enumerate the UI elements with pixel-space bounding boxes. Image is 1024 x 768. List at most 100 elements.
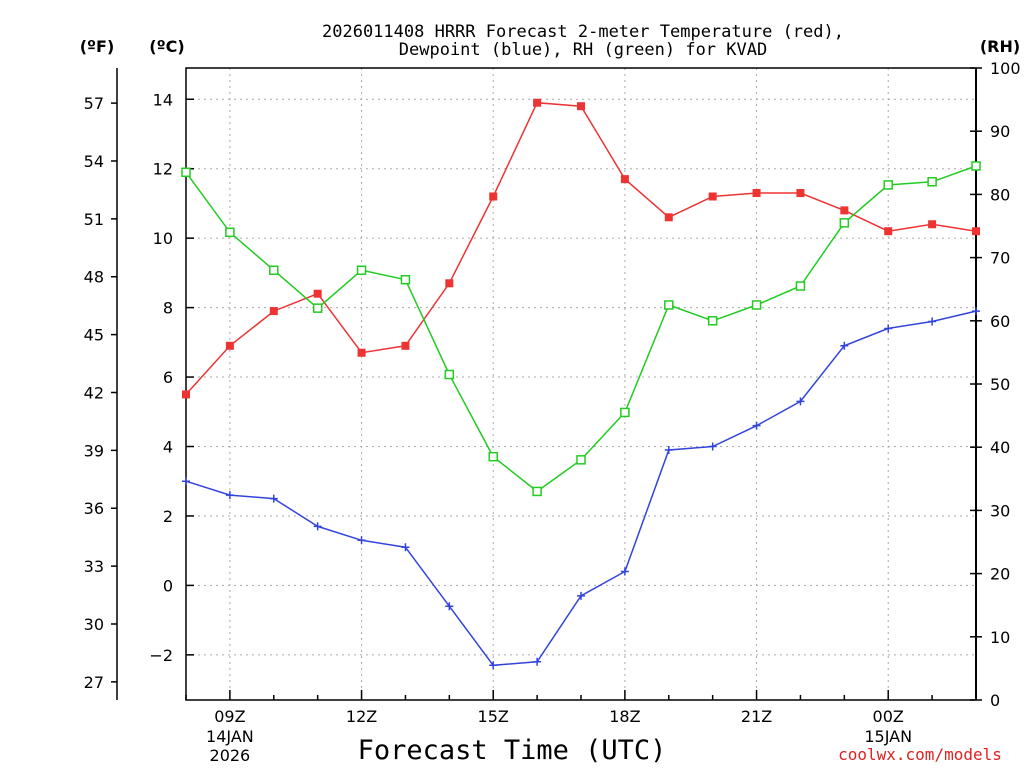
- rh-point: [927, 177, 937, 187]
- fahrenheit-tick-label: 27: [84, 673, 104, 692]
- temperature-point: [796, 189, 805, 198]
- temperature-point: [313, 289, 322, 298]
- dewpoint-point: [401, 543, 410, 552]
- x-tick-label: 21Z: [741, 707, 772, 726]
- rh-point: [751, 300, 762, 310]
- rh-point: [444, 369, 455, 380]
- dewpoint-point: [664, 445, 673, 454]
- celsius-tick-label: 0: [163, 576, 173, 595]
- rh-tick-label: 0: [990, 691, 1000, 710]
- temperature-point: [752, 189, 761, 198]
- celsius-tick-label: 4: [163, 438, 173, 457]
- dewpoint-point: [357, 536, 366, 545]
- rh-line: [185, 165, 977, 493]
- dewpoint-point: [313, 522, 322, 531]
- x-axis-title: Forecast Time (UTC): [358, 735, 667, 766]
- rh-point: [269, 265, 279, 275]
- x-tick-label: 12Z: [346, 707, 377, 726]
- rh-axis-label: (RH): [980, 37, 1020, 56]
- temperature-point: [664, 213, 673, 222]
- rh-point: [400, 274, 411, 285]
- rh-point: [664, 300, 674, 310]
- fahrenheit-tick-label: 51: [84, 210, 104, 229]
- rh-tick-label: 90: [990, 122, 1010, 141]
- fahrenheit-axis-label: (ºF): [80, 37, 115, 56]
- celsius-tick-label: 14: [153, 90, 173, 109]
- dewpoint-point: [708, 442, 717, 451]
- temperature-point: [533, 98, 542, 107]
- grid-lines: [186, 68, 976, 700]
- celsius-tick-label: −2: [149, 646, 173, 665]
- celsius-tick-label: 2: [163, 507, 173, 526]
- dewpoint-point: [620, 567, 629, 576]
- dewpoint-point: [884, 324, 893, 333]
- temperature-point: [445, 279, 454, 288]
- chart-title-line2: Dewpoint (blue), RH (green) for KVAD: [399, 40, 767, 60]
- temperature-point: [577, 102, 585, 111]
- temperature-point: [269, 307, 278, 316]
- rh-point: [356, 265, 367, 275]
- dewpoint-point: [928, 317, 937, 326]
- data-series: [181, 98, 981, 670]
- axes: 27 30 33 36 39 42 45 48 51 54 57 −2 0 2 4 6 8 10 12 14 0 10 20…: [84, 59, 1021, 765]
- celsius-tick-label: 12: [153, 160, 173, 179]
- fahrenheit-tick-label: 33: [84, 557, 104, 576]
- fahrenheit-tick-label: 57: [84, 94, 104, 113]
- rh-tick-label: 80: [990, 185, 1010, 204]
- rh-point: [488, 451, 498, 462]
- temperature-point: [972, 227, 980, 236]
- fahrenheit-tick-label: 45: [84, 326, 104, 345]
- temperature-point: [884, 227, 893, 236]
- rh-tick-label: 30: [990, 501, 1010, 520]
- rh-point: [620, 407, 630, 418]
- credit-text: coolwx.com/models: [838, 745, 1002, 764]
- dewpoint-point: [533, 657, 542, 666]
- temperature-point: [708, 192, 717, 201]
- dewpoint-point: [752, 421, 761, 430]
- rh-point: [795, 281, 806, 291]
- fahrenheit-tick-label: 54: [84, 152, 104, 171]
- temperature-point: [489, 192, 498, 201]
- temperature-point: [357, 348, 366, 357]
- rh-tick-label: 10: [990, 628, 1010, 647]
- x-tick-year: 2026: [210, 746, 251, 765]
- rh-tick-label: 20: [990, 565, 1010, 584]
- chart-title-line1: 2026011408 HRRR Forecast 2-meter Tempera…: [322, 22, 844, 42]
- dewpoint-point: [840, 341, 849, 350]
- rh-tick-label: 50: [990, 375, 1010, 394]
- fahrenheit-tick-label: 30: [84, 615, 104, 634]
- rh-point: [971, 161, 981, 171]
- temperature-point: [620, 175, 629, 184]
- x-tick-label: 18Z: [609, 707, 640, 726]
- plot-frame: [185, 67, 977, 701]
- rh-tick-label: 40: [990, 438, 1010, 457]
- rh-point: [181, 167, 191, 178]
- x-tick-date: 15JAN: [864, 727, 912, 746]
- x-tick-label: 15Z: [478, 707, 509, 726]
- rh-tick-label: 70: [990, 249, 1010, 268]
- x-tick-label: 09Z: [214, 707, 245, 726]
- dewpoint-point: [972, 307, 980, 316]
- rh-point: [576, 455, 586, 465]
- temperature-point: [928, 220, 937, 229]
- temperature-point: [840, 206, 849, 215]
- temperature-point: [182, 390, 190, 399]
- rh-point: [225, 227, 235, 238]
- x-tick-label: 00Z: [873, 707, 904, 726]
- temperature-point: [225, 341, 234, 350]
- fahrenheit-tick-label: 48: [84, 268, 104, 287]
- dewpoint-point: [445, 602, 454, 611]
- fahrenheit-tick-label: 36: [84, 499, 104, 518]
- rh-point: [839, 218, 850, 228]
- rh-tick-label: 100: [990, 59, 1021, 78]
- celsius-axis-label: (ºC): [149, 37, 184, 56]
- rh-point: [532, 486, 542, 497]
- dewpoint-point: [796, 397, 805, 406]
- rh-point: [312, 303, 323, 313]
- rh-point: [707, 316, 718, 326]
- fahrenheit-tick-label: 39: [84, 441, 104, 460]
- dewpoint-point: [225, 491, 234, 500]
- dewpoint-point: [269, 494, 278, 503]
- dewpoint-point: [182, 477, 190, 486]
